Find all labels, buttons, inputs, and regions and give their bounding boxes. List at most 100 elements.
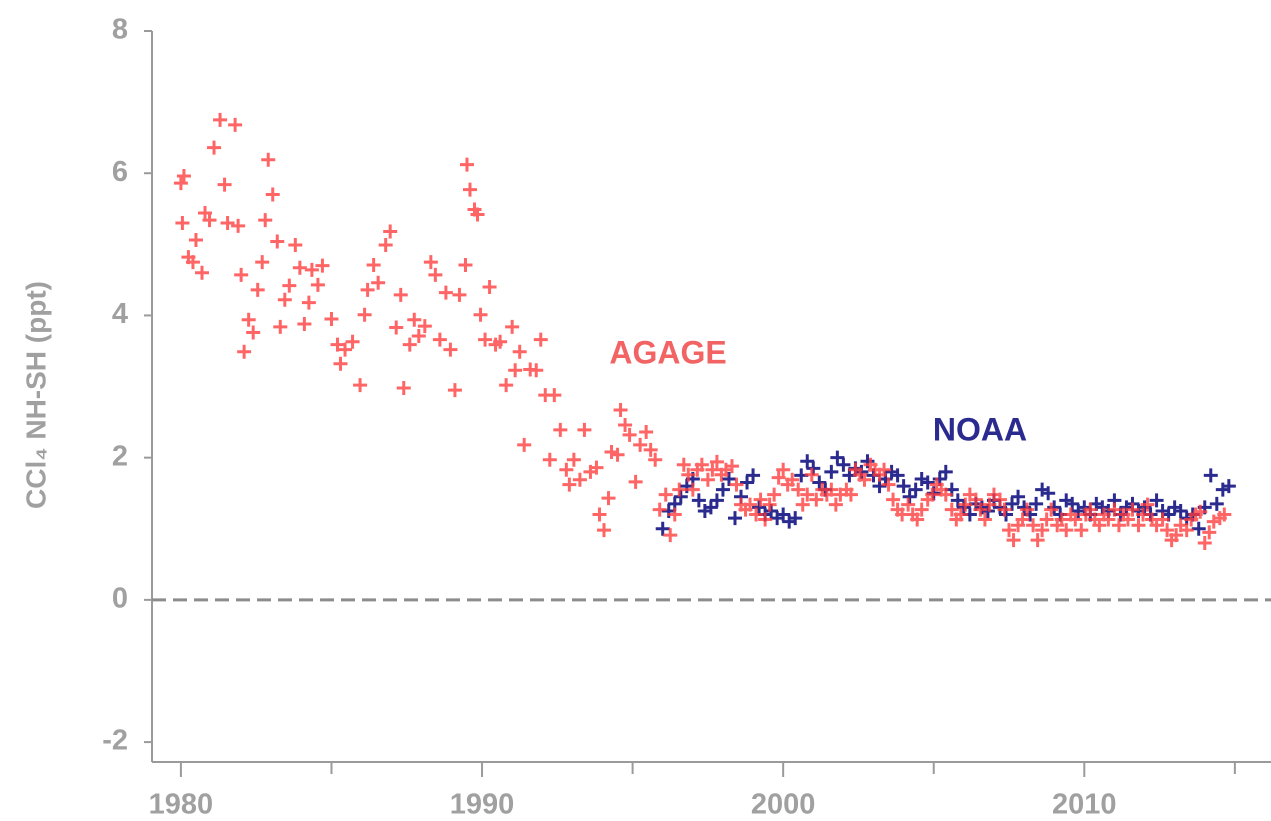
marker [1047,500,1062,515]
marker [1011,489,1026,504]
marker [910,512,925,527]
marker [261,152,276,167]
y-axis-title: CCl₄ NH-SH (ppt) [20,281,51,509]
marker [273,319,288,334]
marker [881,477,896,492]
marker [1054,512,1069,527]
marker [1005,496,1020,511]
marker [828,497,843,512]
marker [1160,523,1175,538]
marker [1030,533,1045,548]
marker [1041,486,1056,501]
marker [673,489,688,504]
marker [1197,535,1212,550]
marker [877,462,892,477]
y-tick-label: 2 [112,440,128,472]
marker [791,482,806,497]
marker [499,378,514,393]
marker [547,388,562,403]
marker [393,287,408,302]
marker [806,461,821,476]
marker [691,493,706,508]
marker [1083,502,1098,517]
marker [577,422,592,437]
marker [896,479,911,494]
marker [1209,496,1224,511]
marker [1039,512,1054,527]
marker [997,502,1012,517]
marker [920,475,935,490]
marker [458,257,473,272]
marker [1120,512,1135,527]
marker [639,425,654,440]
marker [613,403,628,418]
marker [255,255,270,270]
marker [843,487,858,502]
marker [1221,479,1236,494]
marker [228,117,243,132]
marker [628,474,643,489]
marker [338,342,353,357]
marker [953,507,968,522]
marker [310,277,325,292]
marker [234,267,249,282]
marker [357,307,372,322]
marker [740,475,755,490]
marker [709,493,724,508]
marker [237,344,252,359]
marker [371,275,386,290]
marker [1191,521,1206,536]
marker [694,457,709,472]
marker [685,482,700,497]
marker [1065,496,1080,511]
marker [1107,502,1122,517]
marker [1035,523,1050,538]
marker [207,140,222,155]
marker [411,329,426,344]
marker [389,320,404,335]
marker [333,356,348,371]
marker [622,427,637,442]
marker [925,487,940,502]
marker [663,528,678,543]
marker [776,507,791,522]
marker [417,319,432,334]
marker [776,462,791,477]
marker [1026,518,1041,533]
series-markers [655,450,1236,536]
marker [493,334,508,349]
marker [764,503,779,518]
marker [438,285,453,300]
marker [1020,502,1035,517]
marker [533,332,548,347]
marker [188,233,203,248]
x-tick-label: 1990 [450,789,515,821]
marker [345,334,360,349]
marker [601,491,616,506]
marker [176,169,191,184]
marker [443,342,458,357]
marker [800,454,815,469]
marker [950,493,965,508]
marker [809,492,824,507]
marker [1006,533,1021,548]
marker [1140,497,1155,512]
marker [746,468,761,483]
marker [1125,502,1140,517]
marker [709,454,724,469]
marker [1101,512,1116,527]
marker [517,437,532,452]
marker [914,502,929,517]
marker [1202,525,1217,540]
marker [977,512,992,527]
marker [202,213,217,228]
marker [703,500,718,515]
marker [330,337,345,352]
marker [724,459,739,474]
marker [676,457,691,472]
marker [812,475,827,490]
marker [908,482,923,497]
marker [324,311,339,326]
marker [771,470,786,485]
